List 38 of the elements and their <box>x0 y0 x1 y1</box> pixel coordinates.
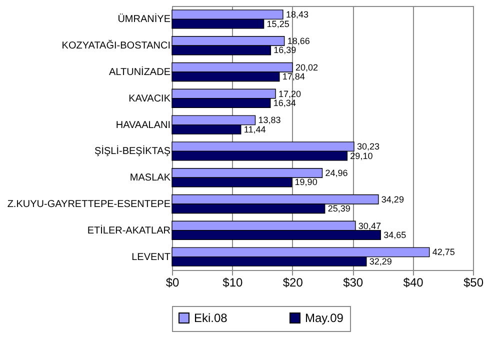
y-tick-label: MASLAK <box>130 172 171 184</box>
data-label: 16,34 <box>273 98 296 108</box>
data-label: 29,10 <box>350 150 373 161</box>
data-label: 13,83 <box>258 115 281 126</box>
data-label: 34,65 <box>384 230 406 240</box>
data-label: 25,39 <box>328 204 350 214</box>
y-tick-label: KOZYATAĞI-BOSTANCI <box>62 40 170 52</box>
data-label: 15,25 <box>266 18 290 29</box>
y-tick-label: Z.KUYU-GAYRETTEPE-ESENTEPE <box>7 199 171 210</box>
data-label: 30,47 <box>358 220 381 231</box>
y-tick-label: LEVENT <box>132 252 170 263</box>
y-tick-label: ALTUNİZADE <box>109 66 171 78</box>
data-label: 17,20 <box>278 88 302 99</box>
data-label: 11,44 <box>244 124 266 134</box>
data-label: 32,29 <box>369 256 392 266</box>
data-label: 18,66 <box>287 36 310 46</box>
legend-label: May.09 <box>305 311 344 325</box>
data-label: 24,96 <box>325 168 348 178</box>
data-label: 18,43 <box>286 10 308 20</box>
y-tick-label: HAVAALANI <box>116 120 170 131</box>
data-label: 30,23 <box>356 142 380 152</box>
data-label: 42,75 <box>432 247 455 258</box>
x-tick-label: $10 <box>222 276 244 290</box>
x-tick-label: $40 <box>403 276 424 290</box>
x-tick-label: $30 <box>343 276 364 290</box>
data-label: 16,39 <box>274 45 296 56</box>
data-label: 17,84 <box>282 72 305 82</box>
legend-label: Eki.08 <box>194 311 228 325</box>
y-tick-label: ETİLER-AKATLAR <box>87 224 170 236</box>
data-label: 20,02 <box>296 62 318 72</box>
x-tick-label: $0 <box>166 276 180 290</box>
x-tick-label: $50 <box>463 276 484 290</box>
y-tick-label: ÜMRANİYE <box>118 13 171 26</box>
data-label: 19,90 <box>294 177 318 188</box>
x-tick-label: $20 <box>282 276 304 290</box>
y-tick-label: KAVACIK <box>128 93 171 104</box>
y-tick-label: ŞİŞLİ-BEŞİKTAŞ <box>94 145 171 158</box>
data-label: 34,29 <box>381 194 404 204</box>
